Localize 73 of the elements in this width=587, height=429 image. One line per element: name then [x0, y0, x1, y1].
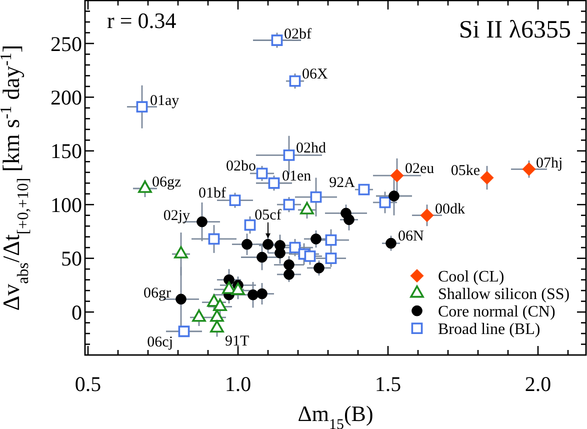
- point: [284, 268, 294, 280]
- point: [420, 208, 434, 222]
- legend-label: Core normal (CN): [438, 303, 556, 320]
- annotation: 06cj: [147, 334, 173, 351]
- y-tick-label: 150: [50, 139, 82, 164]
- annotation: 02bo: [226, 158, 256, 175]
- point: [289, 242, 301, 254]
- legend-label: Shallow silicon (SS): [438, 286, 570, 303]
- annotation: 92A: [329, 174, 356, 191]
- point: [256, 288, 268, 300]
- legend-label: Broad line (BL): [438, 320, 540, 338]
- x-tick-label: 0.5: [74, 372, 102, 396]
- annotation: r = 0.34: [107, 8, 176, 34]
- annotation: 91T: [225, 333, 250, 350]
- point: [344, 214, 354, 226]
- point: [176, 294, 186, 305]
- annotation: 02bf: [284, 26, 312, 42]
- point: [310, 191, 322, 203]
- annotation: 05ke: [450, 163, 480, 179]
- annotation: 01bf: [198, 186, 226, 202]
- point: [256, 252, 268, 263]
- point: [283, 198, 295, 210]
- annotation: 02hd: [296, 140, 326, 156]
- point: [388, 190, 400, 202]
- point: [271, 34, 283, 46]
- point: [283, 149, 295, 161]
- point: [262, 238, 274, 250]
- annotation: 06gz: [152, 174, 182, 191]
- point: [196, 216, 208, 228]
- point: [289, 75, 301, 87]
- annotation: 01en: [282, 168, 312, 184]
- point: [314, 262, 324, 274]
- annotation: 06gr: [144, 285, 171, 302]
- x-tick-label: 2.0: [524, 372, 552, 396]
- point: [386, 238, 396, 249]
- x-tick-label: 1.0: [224, 372, 252, 396]
- point: [310, 234, 322, 244]
- y-tick-label: 0: [72, 300, 82, 324]
- point: [325, 252, 337, 264]
- point: [136, 101, 148, 113]
- y-tick-label: 200: [50, 86, 82, 110]
- point: [379, 196, 391, 208]
- annotation: Si II λ6355: [458, 16, 571, 44]
- point: [304, 250, 316, 262]
- point: [248, 289, 258, 300]
- y-tick-label: 50: [61, 246, 82, 271]
- point: [210, 320, 224, 333]
- point: [208, 233, 220, 245]
- point: [242, 238, 252, 250]
- point: [325, 234, 337, 246]
- point: [274, 248, 286, 258]
- point: [256, 168, 268, 180]
- annotation: 06N: [398, 228, 424, 245]
- legend-label: Cool (CL): [438, 268, 504, 286]
- point: [480, 171, 494, 184]
- annotation: 01ay: [150, 93, 180, 110]
- annotation: 07hj: [536, 155, 563, 172]
- point: [244, 219, 256, 231]
- point: [178, 326, 190, 338]
- point: [284, 259, 294, 270]
- point: [358, 184, 370, 196]
- annotation: 02jy: [163, 208, 190, 224]
- y-tick-label: 100: [50, 192, 82, 217]
- annotation: 00dk: [435, 202, 466, 218]
- y-tick-label: 250: [50, 32, 82, 56]
- x-axis-title: Δm$_{15}$(B): [298, 401, 374, 429]
- point: [229, 194, 241, 206]
- annotation: 05cf: [254, 208, 282, 224]
- annotation: 02eu: [405, 160, 435, 177]
- point: [390, 168, 404, 182]
- x-tick-label: 1.5: [374, 372, 402, 396]
- point: [522, 162, 536, 176]
- annotation: 06X: [302, 66, 328, 82]
